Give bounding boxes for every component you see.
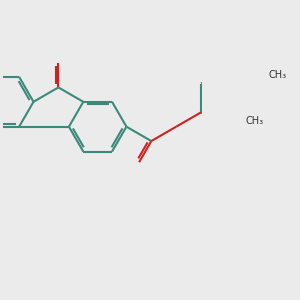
Text: CH₃: CH₃ <box>245 116 263 126</box>
Text: CH₃: CH₃ <box>268 70 286 80</box>
